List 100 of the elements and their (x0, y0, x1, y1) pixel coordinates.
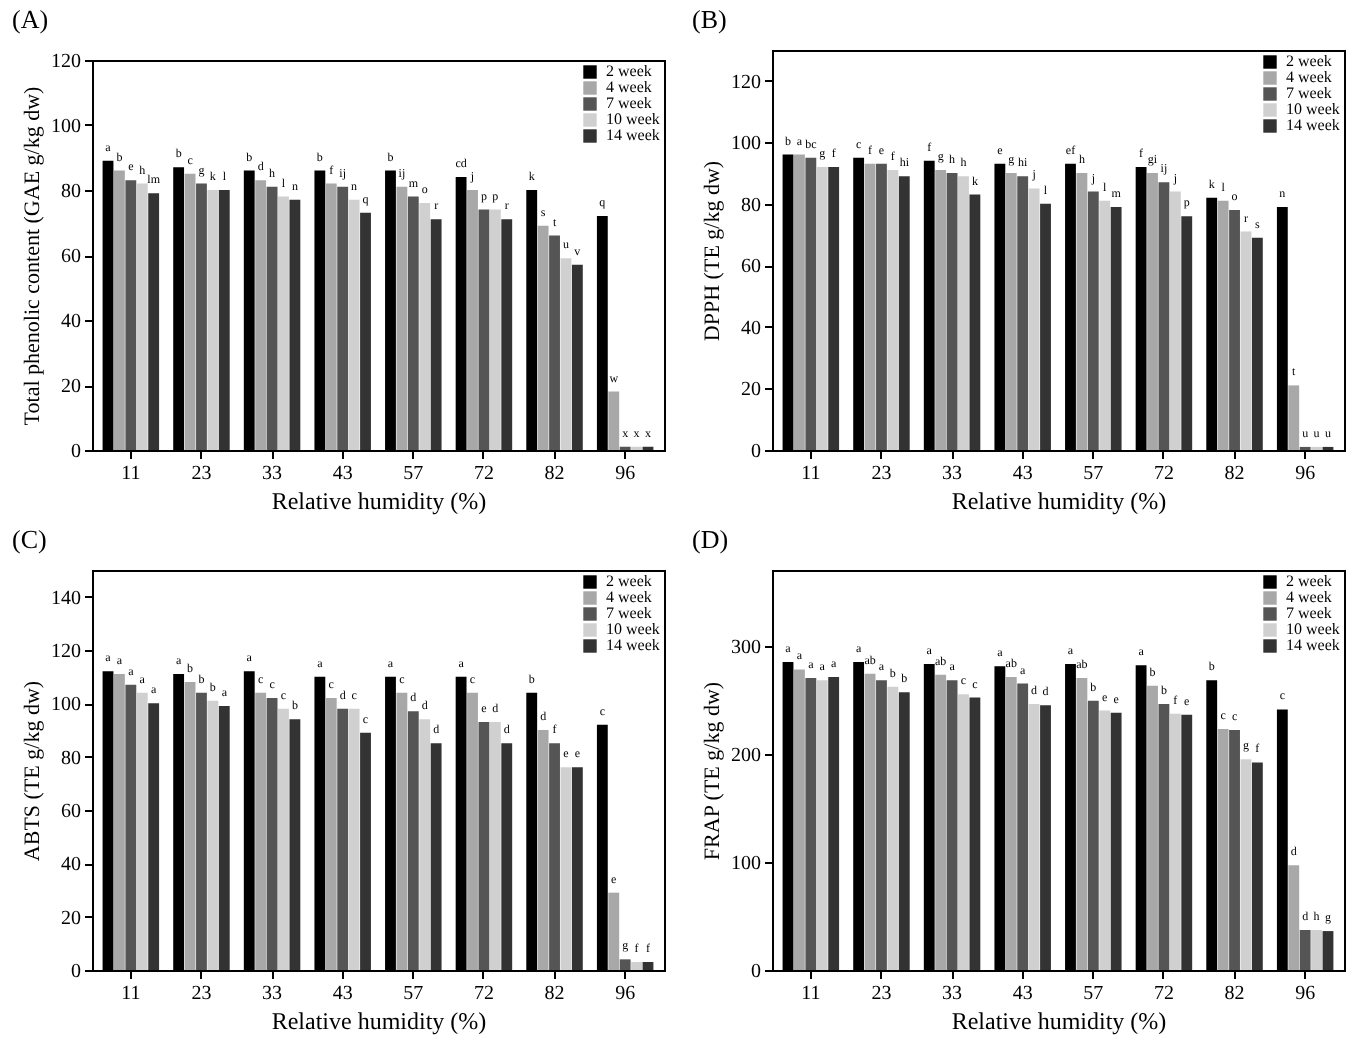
x-tick-label: 57 (403, 463, 424, 485)
bar (782, 154, 794, 450)
bar (102, 671, 114, 970)
x-tick-label: 23 (871, 463, 892, 485)
bar (1276, 709, 1288, 970)
bar (360, 212, 371, 450)
bar (887, 170, 899, 450)
y-tick-label: 100 (731, 133, 761, 156)
bar (1087, 191, 1099, 450)
bar (608, 892, 620, 970)
legend-label: 7 week (1286, 604, 1332, 622)
bar (1158, 704, 1170, 970)
bar (608, 391, 620, 450)
legend-label: 4 week (1286, 588, 1332, 606)
bar (501, 743, 513, 970)
x-tick-label: 72 (473, 983, 494, 1005)
bar (876, 163, 887, 450)
bar (1158, 182, 1170, 450)
y-tick-label: 0 (71, 441, 81, 463)
x-tick-label: 57 (1083, 983, 1104, 1005)
bar (255, 692, 267, 970)
bar (864, 673, 876, 970)
bar (1040, 705, 1051, 970)
chart-title: (C) (12, 524, 47, 554)
y-tick-label: 80 (61, 181, 81, 203)
bar (596, 216, 608, 450)
chart-title: (A) (12, 4, 49, 34)
bar (136, 183, 148, 450)
y-tick-label: 200 (731, 744, 761, 767)
bar (935, 674, 947, 970)
y-tick-label: 120 (51, 51, 81, 73)
bar (923, 664, 935, 970)
bar (1322, 931, 1334, 970)
bar (1099, 710, 1111, 970)
bar (805, 678, 817, 970)
bar (173, 167, 185, 450)
bar (419, 203, 431, 450)
bar (794, 669, 805, 970)
bar (1065, 664, 1076, 970)
bar (102, 160, 114, 450)
bar (526, 190, 538, 450)
bar (489, 209, 501, 450)
bar (1288, 865, 1300, 970)
y-axis-title: ABTS (TE g/kg dw) (21, 680, 45, 862)
x-tick-label: 23 (191, 463, 212, 485)
x-tick-label: 82 (544, 463, 565, 485)
bar (148, 193, 160, 450)
bar (1181, 216, 1193, 450)
bar (969, 194, 981, 450)
bar (526, 692, 538, 970)
bar (243, 170, 255, 450)
x-axis-title: Relative humidity (%) (951, 487, 1167, 515)
legend-label: 7 week (1286, 84, 1332, 102)
bar (385, 170, 396, 450)
bar (455, 676, 467, 970)
bar (337, 708, 349, 970)
bar (782, 661, 794, 970)
bar (489, 722, 501, 970)
bar (1017, 683, 1029, 970)
bar (571, 264, 583, 450)
bar (266, 186, 278, 450)
bar (196, 692, 207, 970)
bar (125, 684, 137, 970)
bar (560, 258, 572, 450)
bar (278, 196, 289, 450)
bar (396, 692, 408, 970)
x-tick-label: 43 (332, 983, 353, 1005)
y-tick-label: 300 (731, 636, 761, 659)
bar (1005, 173, 1017, 450)
legend-label: 2 week (1286, 572, 1332, 590)
bar (549, 743, 560, 970)
bar (289, 199, 301, 450)
y-tick-label: 140 (51, 587, 81, 610)
bar (1017, 176, 1029, 450)
bar (467, 692, 478, 970)
legend-label: 10 week (1286, 620, 1340, 638)
bar (325, 698, 337, 970)
x-tick-label: 96 (1295, 983, 1316, 1005)
bar (184, 682, 196, 970)
bar (430, 219, 442, 450)
bar (994, 163, 1006, 450)
bar (853, 157, 865, 450)
bar (864, 163, 876, 450)
bar (314, 170, 326, 450)
bar (1028, 704, 1040, 970)
bar (958, 694, 969, 970)
bar (642, 962, 654, 970)
bar (537, 730, 549, 970)
bar (218, 706, 230, 970)
bar (1065, 163, 1076, 450)
y-tick-label: 80 (61, 747, 81, 770)
x-tick-label: 82 (544, 983, 565, 1005)
x-tick-label: 11 (801, 983, 821, 1005)
x-tick-label: 33 (262, 463, 283, 485)
legend-label: 4 week (1286, 68, 1332, 86)
legend-label: 10 week (1286, 100, 1340, 118)
bar (1110, 712, 1122, 970)
chart-title: (B) (692, 4, 727, 34)
x-tick-label: 43 (1012, 463, 1033, 485)
bar (173, 674, 185, 970)
